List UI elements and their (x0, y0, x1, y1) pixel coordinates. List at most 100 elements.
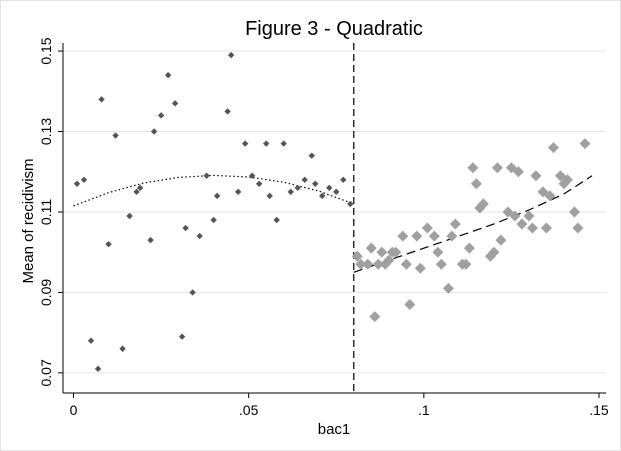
data-point-right (449, 218, 461, 230)
data-point-left (105, 240, 112, 248)
data-point-left (227, 51, 235, 59)
data-point-right (509, 210, 521, 222)
x-tick-label: .15 (589, 402, 609, 418)
data-point-left (255, 180, 263, 188)
data-point-left (136, 184, 144, 192)
data-point-right (477, 198, 489, 210)
data-point-right (351, 250, 363, 262)
data-point-left (262, 140, 270, 147)
data-point-left (294, 184, 301, 192)
data-point-right (554, 170, 566, 182)
data-point-left (273, 216, 280, 224)
data-point-left (171, 100, 179, 107)
data-point-left (312, 180, 319, 188)
data-point-right (540, 222, 552, 234)
data-point-right (397, 230, 409, 242)
data-point-right (421, 222, 433, 234)
data-point-right (463, 242, 475, 254)
data-point-left (210, 216, 217, 224)
data-point-right (372, 258, 384, 270)
data-point-right (435, 258, 447, 270)
data-point-left (80, 176, 88, 183)
y-tick-label: 0.11 (38, 199, 54, 225)
data-point-left (164, 71, 172, 79)
x-tick-label: 0 (70, 402, 78, 418)
data-point-right (369, 311, 381, 323)
data-point-right (362, 258, 374, 270)
data-point-left (333, 188, 340, 196)
data-point-left (147, 236, 154, 244)
data-point-left (266, 192, 273, 200)
data-point-left (182, 224, 189, 232)
chart-title: Figure 3 - Quadratic (245, 18, 423, 40)
data-point-right (547, 142, 559, 154)
y-tick-label: 0.09 (38, 279, 54, 306)
data-point-right (432, 246, 444, 258)
data-point-left (73, 180, 81, 188)
data-point-right (491, 162, 503, 174)
data-point-left (308, 152, 315, 159)
data-point-left (224, 108, 231, 115)
data-point-left (87, 337, 95, 344)
data-point-right (544, 190, 556, 202)
data-point-left (301, 176, 308, 183)
data-point-left (98, 96, 105, 103)
data-point-right (579, 138, 591, 150)
data-point-right (572, 222, 584, 234)
data-point-left (119, 345, 126, 352)
data-point-right (568, 206, 580, 218)
data-point-left (287, 188, 294, 196)
data-point-left (213, 192, 221, 200)
data-point-left (94, 365, 102, 373)
data-point-left (157, 112, 165, 119)
axes: 0.07 0.09 0.11 0.13 0.15 0 .05 .1 .15 (38, 37, 609, 418)
data-point-right (404, 298, 416, 310)
data-point-right (526, 222, 538, 234)
data-point-left (196, 232, 203, 240)
data-point-left (340, 176, 347, 183)
data-point-right (355, 258, 367, 270)
y-tick-label: 0.07 (38, 359, 54, 386)
data-point-right (512, 166, 524, 178)
data-point-right (537, 186, 549, 198)
data-point-left (133, 188, 140, 196)
data-point-left (326, 184, 333, 192)
data-point-right (488, 246, 500, 258)
data-point-right (523, 210, 535, 222)
quadratic-fit-right (353, 175, 593, 273)
data-point-right (470, 178, 482, 190)
data-point-right (516, 218, 528, 230)
data-point-left (234, 188, 242, 196)
data-point-left (203, 172, 210, 179)
data-point-right (390, 246, 402, 258)
quadratic-fit-left (73, 174, 355, 207)
data-point-left (112, 132, 119, 139)
data-point-right (561, 174, 573, 186)
y-tick-label: 0.15 (38, 37, 54, 64)
y-tick-label: 0.13 (38, 118, 54, 145)
fit-lines (73, 174, 593, 273)
data-point-left (178, 333, 186, 340)
data-point-left (241, 140, 249, 147)
data-point-right (530, 170, 542, 182)
x-axis-label: bac1 (318, 421, 351, 438)
data-point-right (400, 258, 412, 270)
data-point-left (319, 192, 326, 200)
data-point-right (365, 242, 377, 254)
data-point-left (347, 200, 354, 208)
x-tick-label: .1 (418, 402, 430, 418)
data-point-right (460, 258, 472, 270)
data-point-right (414, 262, 426, 274)
data-point-right (502, 206, 514, 218)
data-point-right (376, 246, 388, 258)
data-point-right (446, 230, 458, 242)
data-point-right (428, 230, 440, 242)
data-point-right (411, 230, 423, 242)
data-points (73, 51, 591, 373)
gridlines (64, 50, 606, 374)
data-point-left (150, 128, 158, 135)
y-axis-label: Mean of recidivism (20, 158, 37, 283)
data-point-left (280, 140, 287, 147)
